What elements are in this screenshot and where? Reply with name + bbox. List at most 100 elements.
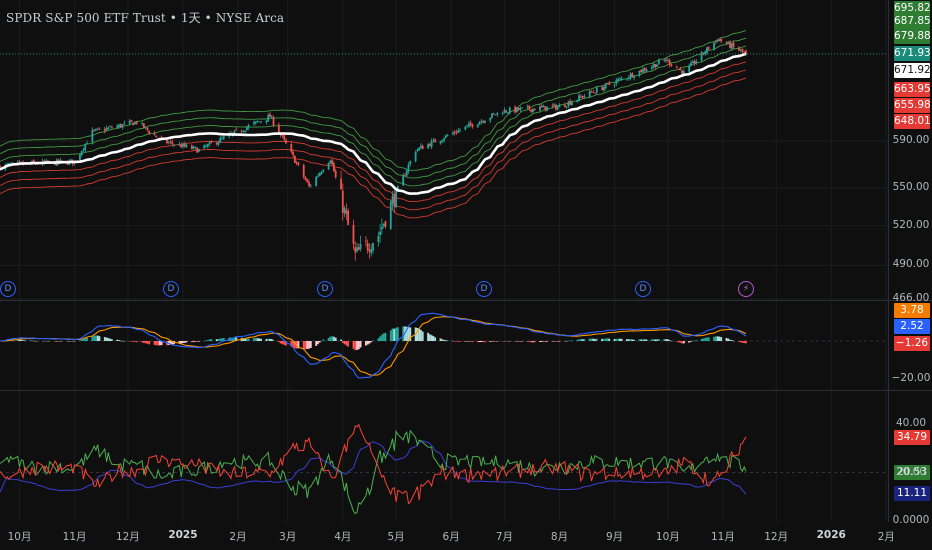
candle [540,103,543,109]
candle [677,68,680,70]
candle [531,108,534,114]
candle [571,100,573,106]
candle [414,150,417,163]
candle [663,58,666,63]
candle [327,162,330,171]
candle [198,148,200,153]
candle [178,141,181,147]
candle [519,106,522,112]
envelope-lower-1 [0,61,747,203]
candle [476,124,479,128]
candle [119,123,122,128]
candle [515,106,518,113]
candle [670,63,673,68]
candle [393,186,396,214]
candle [592,89,595,94]
candle [80,150,83,157]
dividend-event-icon[interactable]: D [0,281,16,297]
candle [260,120,262,124]
candle [491,113,493,119]
candle [118,123,120,129]
dividend-event-icon[interactable]: D [163,281,179,297]
candle [427,143,429,149]
candle [265,120,268,125]
candle [333,161,335,172]
candle [443,136,445,143]
candle [503,107,506,114]
price-badge: 687.85 [894,14,931,29]
candle [459,128,461,133]
candle [253,120,255,126]
macd-badge: 3.78 [894,303,930,318]
candle [302,163,305,179]
candle [691,59,694,64]
candle [132,122,135,126]
dividend-event-icon[interactable]: D [317,281,333,297]
candle [372,242,374,254]
candle [650,65,653,71]
candle [439,140,442,145]
price-badge: 671.92 [894,63,931,78]
candle [542,104,545,108]
candle [123,120,126,126]
candle [631,72,634,78]
dividend-event-icon[interactable]: D [635,281,651,297]
candle [556,105,559,111]
candle [739,48,742,53]
candle [583,93,586,100]
x-tick-label: 2025 [168,529,198,541]
candle [86,140,88,144]
candle [533,108,536,111]
macd-pane [0,312,888,379]
candle [293,155,296,164]
candle [244,130,247,134]
candle [656,63,659,67]
dmi-y-tick-label: 20.00 [895,465,927,478]
candle [116,124,119,129]
x-tick-label: 4月 [334,531,352,543]
envelope-upper-1 [0,45,747,187]
candle [567,100,570,109]
price-badge: 671.93 [894,46,931,61]
title-separator: • [204,11,212,25]
candle [206,143,209,149]
candle [331,158,334,167]
candle [340,170,342,190]
candle [737,45,740,52]
candle [391,190,394,210]
candle [320,170,323,175]
candle [615,78,618,87]
adx-line [0,440,747,495]
candle [105,125,108,131]
candle [235,127,238,131]
candle [643,67,646,74]
candle [601,84,604,91]
macd-badge: 2.52 [894,319,930,334]
candle [192,145,195,151]
grid [0,0,888,522]
candle [675,65,678,69]
candle [464,126,467,131]
candle [514,105,516,115]
earnings-event-icon[interactable]: ⚡ [738,281,754,297]
exchange-label: NYSE Arca [215,11,285,25]
candle [270,114,273,119]
candle [539,104,541,113]
y-tick-label: 466.00 [892,292,930,304]
dividend-event-icon[interactable]: D [476,281,492,297]
candle [730,42,733,51]
candle [654,63,657,69]
moving-average-line [0,52,747,195]
candle [695,59,698,65]
candle [370,243,373,257]
candle [79,153,81,162]
candle [306,178,309,183]
candle [546,106,548,112]
interval-label: 1天 [180,11,201,25]
candle [380,218,383,235]
y-tick-label: 520.00 [892,218,930,231]
candle [446,133,449,137]
candle [409,160,412,167]
candle [700,50,703,63]
